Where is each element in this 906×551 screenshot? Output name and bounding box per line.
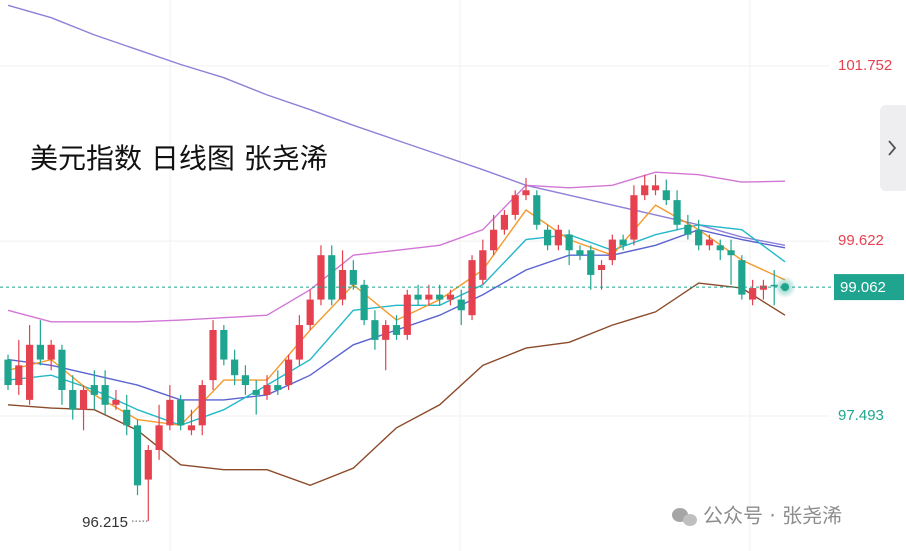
candle-body — [274, 385, 282, 390]
indicator-line — [7, 224, 786, 427]
candle-body — [533, 195, 541, 225]
candle-body — [209, 329, 217, 381]
candle-body — [15, 365, 23, 386]
candle-body — [177, 399, 185, 426]
candle-body — [490, 229, 498, 251]
candle-body — [695, 229, 703, 246]
candle-body — [436, 294, 444, 300]
candle-body — [349, 269, 357, 285]
y-tick-label: 99.622 — [838, 232, 884, 249]
candle-body — [392, 325, 401, 335]
chart-title: 美元指数 日线图 张尧浠 — [30, 142, 328, 175]
candle-body — [90, 385, 98, 395]
candle-body — [425, 294, 433, 300]
candle-body — [36, 344, 44, 360]
candle-body — [597, 265, 606, 270]
candle-body — [414, 294, 422, 300]
candle-body — [317, 255, 325, 300]
candle-body — [241, 375, 250, 386]
candle-body — [500, 214, 509, 230]
collapse-button[interactable] — [880, 105, 906, 191]
candle-body — [338, 269, 347, 300]
indicator-line — [7, 282, 786, 487]
candle-body — [306, 299, 314, 326]
candle-body — [738, 260, 746, 295]
candle-body — [69, 389, 77, 410]
candle-body — [511, 195, 519, 215]
low-label: 96.215 — [82, 514, 128, 531]
candle-body — [382, 325, 390, 340]
candle-body — [144, 449, 152, 480]
candle-body — [198, 385, 206, 426]
candle-body — [651, 185, 660, 191]
candle-body — [662, 190, 670, 201]
candle-body — [252, 389, 260, 395]
candle-body — [220, 329, 228, 360]
candle-body — [684, 224, 692, 235]
candle-body — [479, 250, 487, 280]
price-label-box — [834, 274, 904, 301]
candle-body — [47, 344, 55, 360]
candle-body — [468, 260, 476, 316]
candle-body — [360, 284, 368, 321]
candle-body — [133, 425, 142, 486]
watermark-text: 公众号 · 张尧浠 — [703, 504, 842, 528]
price-label: 99.062 — [840, 279, 886, 296]
y-tick-label: 101.752 — [838, 57, 892, 74]
last-price-dot — [781, 283, 789, 292]
indicator-line — [7, 228, 786, 401]
candle-body — [446, 294, 455, 300]
candle-body — [759, 285, 768, 290]
candle-body — [522, 190, 530, 196]
candle-body — [112, 399, 120, 405]
candle-body — [58, 349, 66, 390]
candle-body — [727, 250, 735, 256]
candle-body — [79, 389, 88, 410]
candle-body — [284, 359, 293, 386]
candle-body — [705, 239, 714, 246]
candle-body — [630, 195, 638, 240]
candle-body — [4, 359, 12, 386]
candle-body — [673, 200, 681, 225]
candle-body — [457, 299, 465, 311]
candle-body — [554, 229, 562, 246]
watermark: 公众号 · 张尧浠 — [672, 504, 842, 528]
candle-body — [576, 250, 584, 256]
indicator-line — [7, 4, 786, 246]
candle-body — [641, 185, 649, 196]
candle-body — [403, 294, 411, 335]
candle-body — [101, 385, 109, 405]
candle-body — [587, 250, 595, 275]
candle-body — [155, 425, 163, 450]
candle-body — [543, 229, 552, 246]
candle-body — [749, 288, 757, 300]
candle-body — [295, 325, 303, 360]
chevron-icon — [888, 140, 897, 156]
wechat-icon — [683, 514, 697, 526]
candle-body — [371, 320, 379, 340]
candle-body — [608, 239, 616, 261]
y-tick-label: 97.493 — [838, 407, 884, 424]
candle-body — [565, 234, 573, 251]
candle-body — [123, 409, 131, 426]
candle-body — [716, 245, 724, 251]
candle-body — [187, 425, 196, 431]
indicator-line — [7, 171, 786, 323]
candle-body — [328, 255, 336, 300]
candle-body — [619, 239, 627, 246]
candle-body — [166, 399, 174, 426]
candle-body — [231, 359, 239, 376]
candle-body — [25, 344, 34, 400]
candle-body — [263, 385, 271, 395]
